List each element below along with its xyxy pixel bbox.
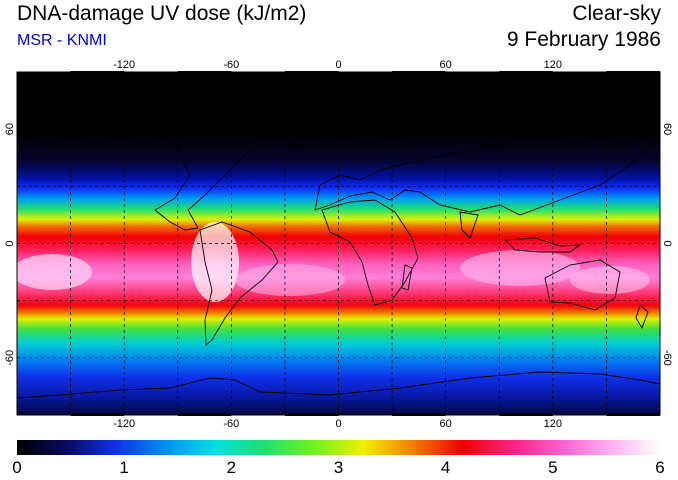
uv-maximum-pacific <box>17 254 92 290</box>
lon-tick-label-top: 60 <box>440 59 452 71</box>
lat-tick-label-right: 60 <box>661 123 673 135</box>
coastlines <box>17 94 660 399</box>
lon-tick-label-top: 0 <box>335 59 341 71</box>
coastline-greenland <box>269 94 331 151</box>
uv-maximum-indian-ocean <box>460 250 580 286</box>
colorbar-tick-label: 4 <box>440 458 451 477</box>
coastline-new-zealand <box>635 304 649 330</box>
lon-tick-label-bottom: 60 <box>440 418 452 430</box>
coastline-india <box>459 211 479 239</box>
colorbar-tick-label: 2 <box>226 458 237 477</box>
bottom-scale-bar <box>606 413 660 416</box>
colorbar-tick-label: 0 <box>12 458 22 477</box>
bottom-scale-bar <box>499 413 553 416</box>
bottom-scale-bar <box>284 413 339 416</box>
colorbar-tick-label: 1 <box>119 458 129 477</box>
lat-tick-label-left: 60 <box>4 123 16 135</box>
lon-tick-label-top: -120 <box>113 59 135 71</box>
top-scale-bar <box>70 71 125 74</box>
coastline-africa <box>321 199 419 306</box>
coastline-north-america <box>57 99 271 231</box>
uv-maximum-atlantic <box>235 264 345 296</box>
lat-lon-grid <box>17 72 660 415</box>
bottom-scale-bar <box>70 413 125 416</box>
coastline-south-america <box>199 221 279 346</box>
colorbar-tick-label: 3 <box>333 458 344 477</box>
data-source-label: MSR - KNMI <box>17 32 107 49</box>
top-scale-bar <box>606 71 660 74</box>
lon-tick-label-top: -60 <box>223 59 239 71</box>
bottom-scale-bar <box>177 413 232 416</box>
colorbar-tick-label: 6 <box>655 458 665 477</box>
uv-maximum-andes <box>191 222 239 302</box>
map-date: 9 February 1986 <box>506 28 661 51</box>
lon-tick-label-bottom: -120 <box>113 418 135 430</box>
coastline-australia <box>544 259 621 311</box>
lon-tick-label-top: 120 <box>544 59 562 71</box>
lon-tick-label-bottom: -60 <box>223 418 239 430</box>
map-frame-scale-bars <box>70 71 660 416</box>
coastline-antarctica <box>17 371 660 399</box>
coastline-eurasia <box>314 121 656 216</box>
top-scale-bar <box>499 71 553 74</box>
top-scale-bar <box>284 71 339 74</box>
top-scale-bar <box>392 71 446 74</box>
top-scale-bar <box>177 71 232 74</box>
lat-tick-label-right: 0 <box>661 240 673 246</box>
uv-maximum-south-pacific <box>570 266 650 294</box>
lat-tick-label-left: -60 <box>4 350 16 366</box>
lon-tick-label-bottom: 0 <box>335 418 341 430</box>
colorbar <box>17 440 660 455</box>
bottom-scale-bar <box>392 413 446 416</box>
coastline-indonesia <box>503 237 582 253</box>
coastline-madagascar <box>401 264 413 291</box>
lat-tick-label-right: -60 <box>661 350 673 366</box>
colorbar-tick-label: 5 <box>548 458 558 477</box>
map-title: DNA-damage UV dose (kJ/m2) <box>17 2 307 25</box>
sky-condition-label: Clear-sky <box>572 2 661 25</box>
lat-tick-label-left: 0 <box>4 240 16 246</box>
lon-tick-label-bottom: 120 <box>544 418 562 430</box>
